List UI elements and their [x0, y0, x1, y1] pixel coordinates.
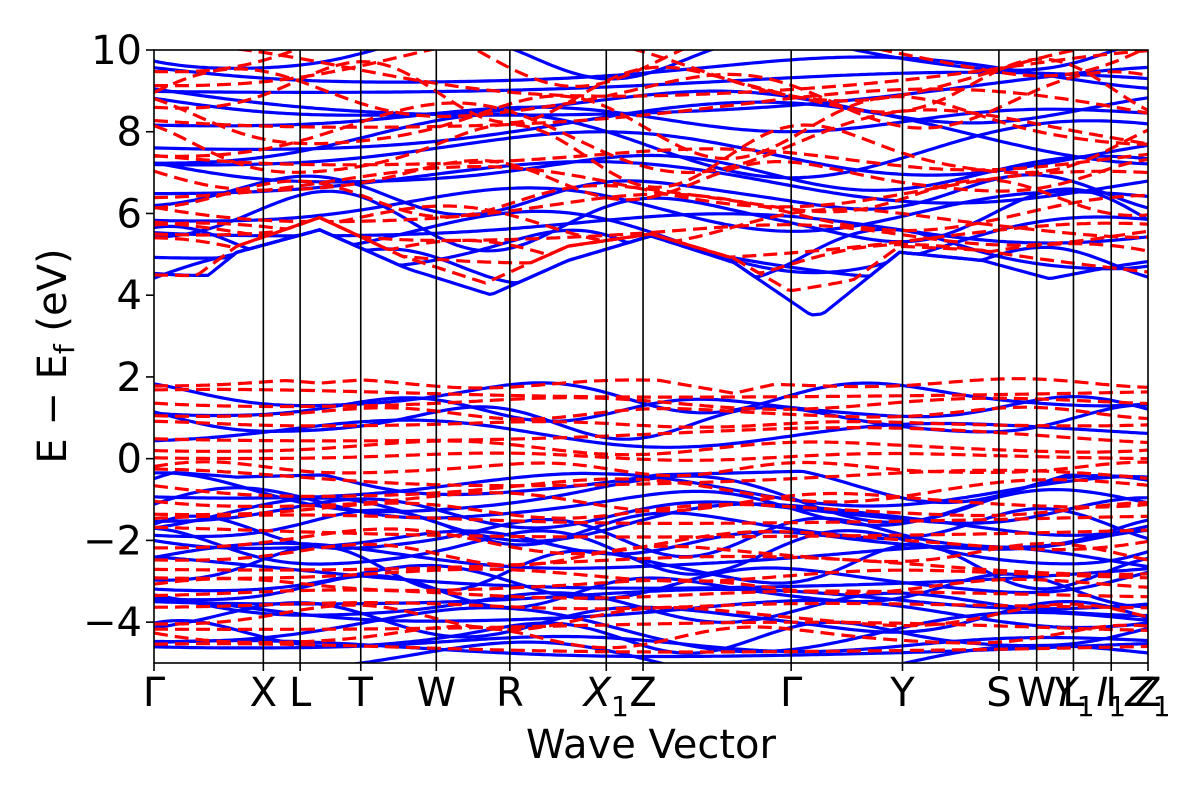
kpath-lines-group	[262, 50, 1113, 663]
y-axis-label-main: E − E	[30, 354, 76, 464]
band-line-dashed	[154, 101, 1148, 175]
band-line-solid	[154, 600, 1148, 639]
y-tick-label: 8	[117, 110, 142, 156]
x-axis-label: Wave Vector	[526, 722, 777, 768]
band-line-solid	[154, 541, 1148, 570]
band-line-dashed	[154, 477, 1148, 504]
band-line-dashed	[154, 554, 1148, 576]
x-tick-label: Γ	[143, 670, 166, 716]
band-line-dashed	[154, 405, 1148, 421]
x-tick-label: I	[1105, 670, 1117, 716]
band-line-dashed	[154, 620, 1148, 632]
x-tick-label: L	[1062, 670, 1085, 716]
y-axis-label-sub: f	[48, 343, 81, 354]
band-line-solid	[154, 105, 1148, 134]
band-line-dashed	[154, 122, 1148, 189]
y-axis: −4 −2 0 2 4 6 8 10	[83, 28, 154, 646]
band-line-dashed	[154, 396, 1148, 411]
x-tick-label: Z	[1134, 670, 1161, 716]
x-tick-label: L	[289, 670, 312, 716]
band-line-solid	[154, 496, 1148, 543]
band-line-dashed	[154, 50, 1146, 88]
x-tick-label: W	[1017, 670, 1057, 716]
y-tick-label: 10	[91, 28, 142, 74]
band-line-dashed	[154, 460, 1148, 478]
x-tick-label: R	[496, 670, 524, 716]
band-line-dashed	[154, 419, 1148, 429]
band-line-solid	[154, 89, 1148, 125]
y-tick-label: 0	[117, 437, 142, 483]
x-tick-label: T	[348, 670, 374, 716]
x-tick-label: S	[986, 670, 1011, 716]
band-line-solid	[154, 173, 1148, 217]
y-tick-label: 2	[117, 355, 142, 401]
band-line-dashed	[154, 387, 1148, 399]
plot-frame	[153, 49, 1149, 664]
band-line-dashed	[154, 50, 1085, 103]
band-line-dashed	[154, 57, 1148, 125]
y-axis-label: E − Ef (eV)	[30, 248, 81, 463]
band-line-solid	[154, 572, 1148, 610]
band-line-solid	[154, 606, 1148, 654]
band-line-dashed	[154, 513, 1148, 525]
y-tick-label: −4	[83, 600, 142, 646]
bands-group	[154, 50, 1148, 663]
x-tick-label: Y	[889, 670, 915, 716]
band-line-solid	[154, 212, 1148, 245]
x-tick-label: Z1	[1124, 670, 1170, 723]
band-line-dashed	[154, 87, 1148, 129]
band-line-solid	[154, 186, 1148, 233]
y-tick-label: 4	[117, 273, 142, 319]
band-line-dashed	[154, 567, 1148, 583]
x-tick-label: I1	[1096, 670, 1126, 723]
band-line-dashed	[154, 501, 1148, 520]
y-tick-label: 6	[117, 191, 142, 237]
band-line-dashed	[154, 451, 1148, 462]
band-line-dashed	[154, 157, 1148, 202]
x-tick-label: Z	[629, 670, 656, 716]
x-tick-label: X1	[582, 670, 629, 723]
band-line-solid	[154, 65, 1148, 117]
band-line-solid	[154, 160, 1148, 205]
band-line-dashed	[154, 147, 1148, 172]
x-tick-label: W	[417, 670, 457, 716]
band-line-dashed	[154, 642, 1148, 654]
band-line-dashed	[154, 525, 1148, 539]
band-line-dashed	[154, 67, 1148, 130]
band-line-dashed	[154, 426, 1148, 445]
band-line-dashed	[154, 204, 1148, 243]
y-axis-label-unit: (eV)	[30, 248, 76, 344]
x-tick-label: Γ	[780, 670, 803, 716]
band-line-solid	[154, 496, 1148, 530]
band-line-dashed	[154, 439, 1148, 457]
band-line-dashed	[154, 588, 1148, 600]
band-line-dashed	[154, 577, 1148, 595]
band-line-dashed	[154, 601, 1148, 611]
band-line-solid	[154, 634, 1148, 654]
band-line-dashed	[154, 491, 1148, 513]
band-line-solid	[154, 130, 1148, 177]
x-tick-label: X	[250, 670, 277, 716]
band-line-dashed	[154, 377, 1148, 395]
band-line-dashed	[154, 467, 1148, 488]
band-line-solid	[154, 100, 1148, 166]
y-tick-label: −2	[83, 518, 142, 564]
x-tick-label: Y1	[1052, 670, 1094, 723]
band-line-dashed	[154, 178, 1148, 219]
